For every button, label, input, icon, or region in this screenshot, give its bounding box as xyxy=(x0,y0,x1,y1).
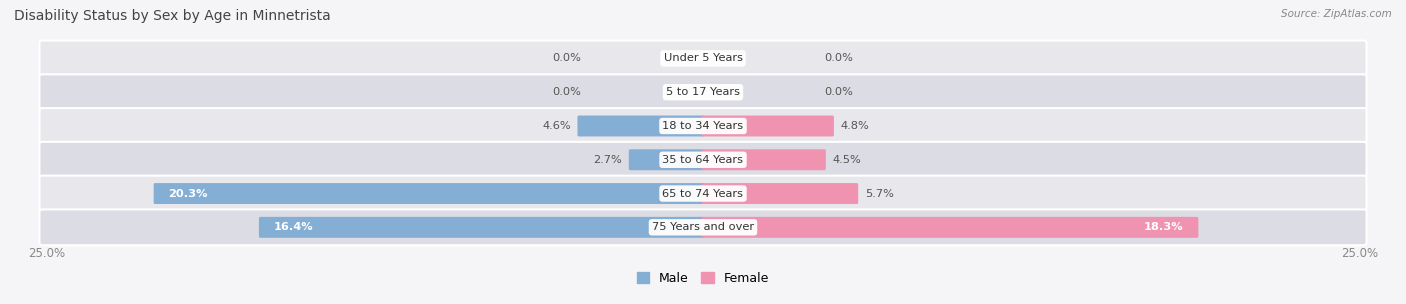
Text: 5.7%: 5.7% xyxy=(865,188,894,199)
Text: 16.4%: 16.4% xyxy=(274,222,314,232)
FancyBboxPatch shape xyxy=(702,217,1198,238)
Text: 20.3%: 20.3% xyxy=(169,188,208,199)
FancyBboxPatch shape xyxy=(39,176,1367,212)
Text: 25.0%: 25.0% xyxy=(28,247,65,260)
Text: 2.7%: 2.7% xyxy=(593,155,621,165)
Text: 5 to 17 Years: 5 to 17 Years xyxy=(666,87,740,97)
FancyBboxPatch shape xyxy=(578,116,704,136)
Text: 35 to 64 Years: 35 to 64 Years xyxy=(662,155,744,165)
Legend: Male, Female: Male, Female xyxy=(631,267,775,290)
FancyBboxPatch shape xyxy=(259,217,704,238)
Text: 4.5%: 4.5% xyxy=(832,155,862,165)
FancyBboxPatch shape xyxy=(702,149,825,170)
Text: Disability Status by Sex by Age in Minnetrista: Disability Status by Sex by Age in Minne… xyxy=(14,9,330,23)
Text: 75 Years and over: 75 Years and over xyxy=(652,222,754,232)
Text: 18 to 34 Years: 18 to 34 Years xyxy=(662,121,744,131)
Text: Under 5 Years: Under 5 Years xyxy=(664,54,742,64)
FancyBboxPatch shape xyxy=(39,209,1367,245)
Text: 4.6%: 4.6% xyxy=(543,121,571,131)
Text: 25.0%: 25.0% xyxy=(1341,247,1378,260)
Text: 65 to 74 Years: 65 to 74 Years xyxy=(662,188,744,199)
Text: 0.0%: 0.0% xyxy=(824,87,853,97)
Text: Source: ZipAtlas.com: Source: ZipAtlas.com xyxy=(1281,9,1392,19)
FancyBboxPatch shape xyxy=(702,116,834,136)
FancyBboxPatch shape xyxy=(702,183,858,204)
FancyBboxPatch shape xyxy=(39,108,1367,144)
FancyBboxPatch shape xyxy=(39,74,1367,110)
Text: 0.0%: 0.0% xyxy=(824,54,853,64)
FancyBboxPatch shape xyxy=(153,183,704,204)
FancyBboxPatch shape xyxy=(628,149,704,170)
Text: 0.0%: 0.0% xyxy=(553,87,582,97)
Text: 0.0%: 0.0% xyxy=(553,54,582,64)
Text: 18.3%: 18.3% xyxy=(1144,222,1184,232)
FancyBboxPatch shape xyxy=(39,40,1367,76)
Text: 4.8%: 4.8% xyxy=(841,121,869,131)
FancyBboxPatch shape xyxy=(39,142,1367,178)
